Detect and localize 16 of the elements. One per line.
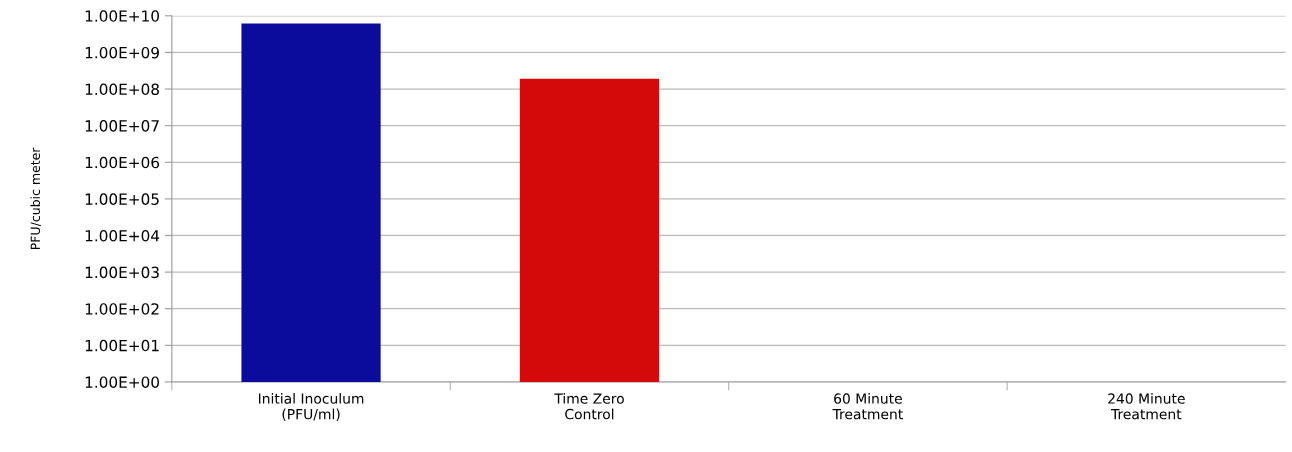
y-tick-label: 1.00E+00 [85,376,160,388]
x-tick-label: Initial Inoculum (PFU/ml) [258,393,364,421]
y-tick-label: 1.00E+05 [85,193,159,205]
x-tick-label: 60 Minute Treatment [832,393,903,420]
y-tick-label: 1.00E+09 [85,46,159,59]
y-tick-label: 1.00E+06 [85,156,160,169]
y-tick-label: 1.00E+03 [85,266,159,279]
y-tick-label: 1.00E+04 [85,229,160,242]
y-tick-label: 1.00E+01 [85,339,159,352]
y-axis-title: PFU/cubic meter [30,147,42,250]
y-tick-label: 1.00E+07 [85,120,159,132]
y-tick-label: 1.00E+08 [85,83,159,96]
y-tick-label: 1.00E+10 [85,10,160,22]
x-tick-label: 240 Minute Treatment [1108,393,1185,420]
x-tick-label: Time Zero Control [554,393,624,420]
y-tick-label: 1.00E+02 [85,303,159,315]
